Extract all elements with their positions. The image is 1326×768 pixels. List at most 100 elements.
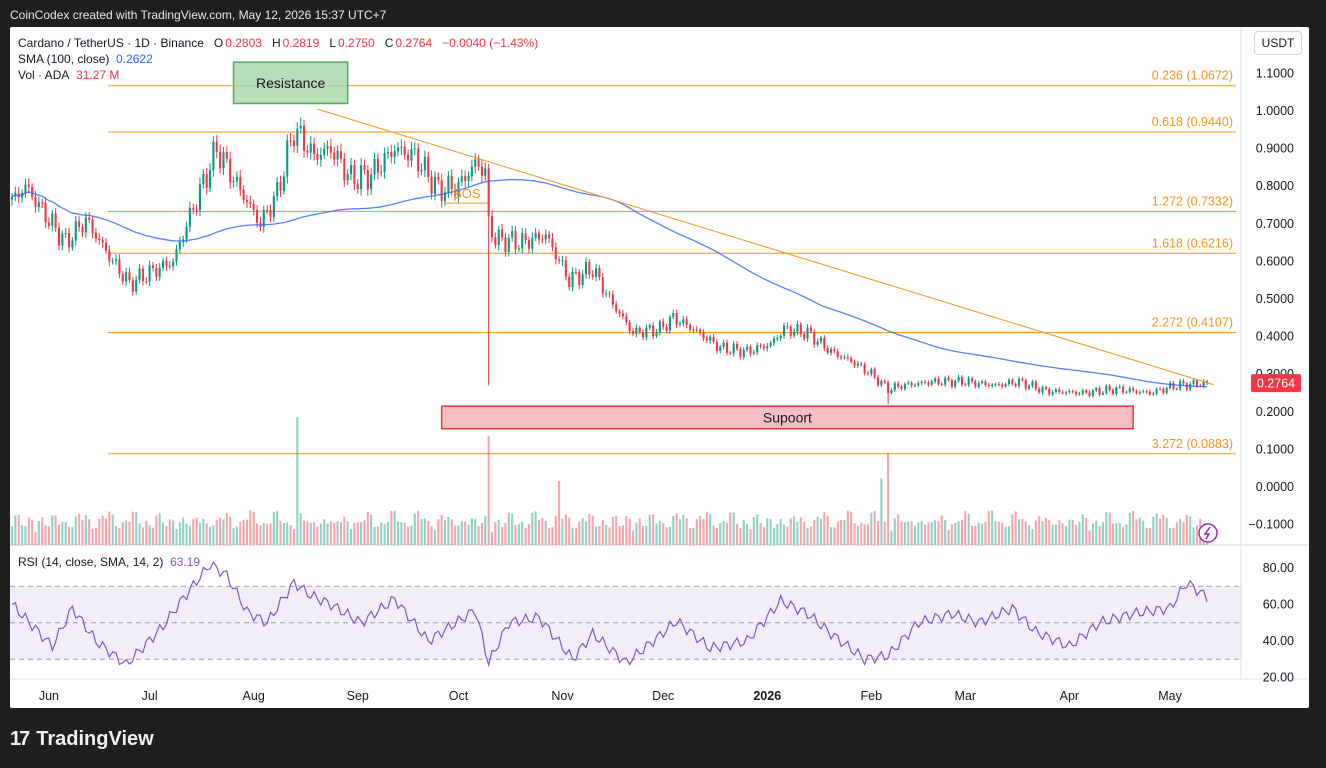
volume-bar	[410, 525, 413, 545]
price-tick-label: 0.8000	[1256, 179, 1294, 193]
candle-body	[907, 382, 910, 384]
volume-bar	[950, 524, 953, 545]
candle-body	[658, 321, 661, 333]
chart-panel[interactable]: 0.236 (1.0672) 0.618 (0.9440) 1.272 (0.733…	[10, 27, 1309, 708]
fib-level-label-0: 0.236 (1.0672)	[1152, 69, 1233, 83]
legend-high-key: H	[271, 36, 281, 50]
candle-body	[860, 363, 863, 365]
candle-body	[91, 219, 94, 233]
volume-bar	[266, 523, 269, 545]
volume-bar	[934, 520, 937, 545]
volume-bar	[1152, 516, 1155, 545]
candle-body	[339, 150, 343, 159]
volume-bar	[178, 522, 181, 545]
volume-bar	[692, 527, 695, 545]
resistance-trendline	[317, 108, 1214, 386]
volume-bar	[407, 526, 410, 545]
candle-body	[115, 259, 118, 261]
candle-body	[252, 203, 255, 210]
candle-body	[598, 268, 601, 278]
volume-bar	[507, 512, 510, 545]
volume-bar	[286, 522, 289, 545]
candle-body	[960, 377, 963, 385]
candle-body	[1125, 391, 1128, 393]
candle-body	[890, 389, 893, 393]
tradingview-logo-text: TradingView	[36, 727, 154, 750]
volume-bar	[524, 527, 527, 545]
candle-body	[826, 348, 829, 353]
candle-body	[981, 381, 984, 384]
candle-body	[219, 151, 222, 169]
volume-bar	[991, 510, 994, 545]
volume-bar	[343, 516, 346, 545]
candle-body	[621, 313, 624, 317]
candle-body	[611, 294, 614, 305]
candle-body	[135, 279, 138, 292]
volume-bar	[625, 516, 628, 545]
fib-level-label-5: 3.272 (0.0883)	[1152, 437, 1233, 451]
volume-bar	[1115, 523, 1118, 545]
candle-body	[507, 237, 510, 252]
volume-bar	[964, 511, 967, 545]
candle-body	[346, 174, 349, 181]
legend-vol-value: 31.27 M	[76, 68, 120, 82]
volume-bar	[739, 527, 742, 545]
volume-bar	[1165, 517, 1168, 545]
volume-bar	[1048, 520, 1051, 545]
volume-bar	[64, 521, 67, 545]
candle-body	[229, 158, 232, 183]
candle-body	[51, 213, 54, 226]
candle-body	[699, 329, 702, 333]
candle-body	[537, 232, 541, 240]
candle-body	[685, 319, 688, 325]
volume-bar	[960, 519, 963, 545]
legend-symbol[interactable]: Cardano / TetherUS · 1D · Binance	[18, 36, 204, 50]
legend-vol-label[interactable]: Vol · ADA	[18, 68, 70, 82]
volume-bar	[1132, 510, 1135, 545]
candle-body	[806, 327, 809, 339]
volume-bar	[296, 417, 299, 545]
candle-body	[900, 386, 903, 389]
sma-line	[11, 178, 1208, 388]
candle-body	[665, 326, 668, 331]
volume-bar	[997, 521, 1000, 545]
volume-bar	[581, 517, 584, 545]
rsi-label[interactable]: RSI (14, close, SMA, 14, 2)	[18, 555, 164, 569]
candle-body	[702, 332, 705, 339]
candle-body	[524, 233, 527, 241]
volume-bar	[712, 525, 715, 545]
volume-bar	[252, 511, 255, 545]
candle-body	[165, 261, 168, 266]
candle-body	[353, 165, 356, 185]
volume-bar	[470, 518, 473, 545]
candle-body	[762, 346, 765, 349]
candle-body	[1001, 384, 1004, 387]
volume-bar	[615, 515, 618, 545]
candle-body	[1085, 390, 1088, 393]
chart-svg[interactable]: 0.236 (1.0672) 0.618 (0.9440) 1.272 (0.733…	[10, 27, 1309, 708]
support-label: Supoort	[763, 409, 812, 425]
rsi-tick-label: 20.00	[1263, 671, 1294, 685]
volume-bar	[219, 517, 222, 545]
candle-body	[970, 378, 974, 382]
legend-sma-label[interactable]: SMA (100, close)	[18, 52, 110, 66]
candle-body	[1148, 391, 1151, 395]
candle-body	[1088, 392, 1091, 396]
volume-bar	[561, 518, 564, 545]
time-tick-label: 2026	[753, 689, 781, 703]
volume-bar	[336, 521, 339, 545]
candle-body	[719, 346, 722, 351]
volume-bar	[786, 526, 789, 545]
currency-button[interactable]: USDT	[1254, 31, 1302, 55]
volume-bar	[527, 524, 530, 545]
candle-body	[319, 154, 322, 160]
legend-close: 0.2764	[395, 36, 433, 50]
candle-body	[1095, 387, 1098, 391]
candle-body	[239, 176, 242, 190]
candle-body	[850, 358, 853, 362]
candle-body	[1078, 393, 1081, 395]
tradingview-logo[interactable]: 17 TradingView	[10, 728, 154, 750]
candle-body	[715, 341, 718, 351]
volume-bar	[645, 525, 648, 545]
candle-body	[44, 202, 47, 223]
